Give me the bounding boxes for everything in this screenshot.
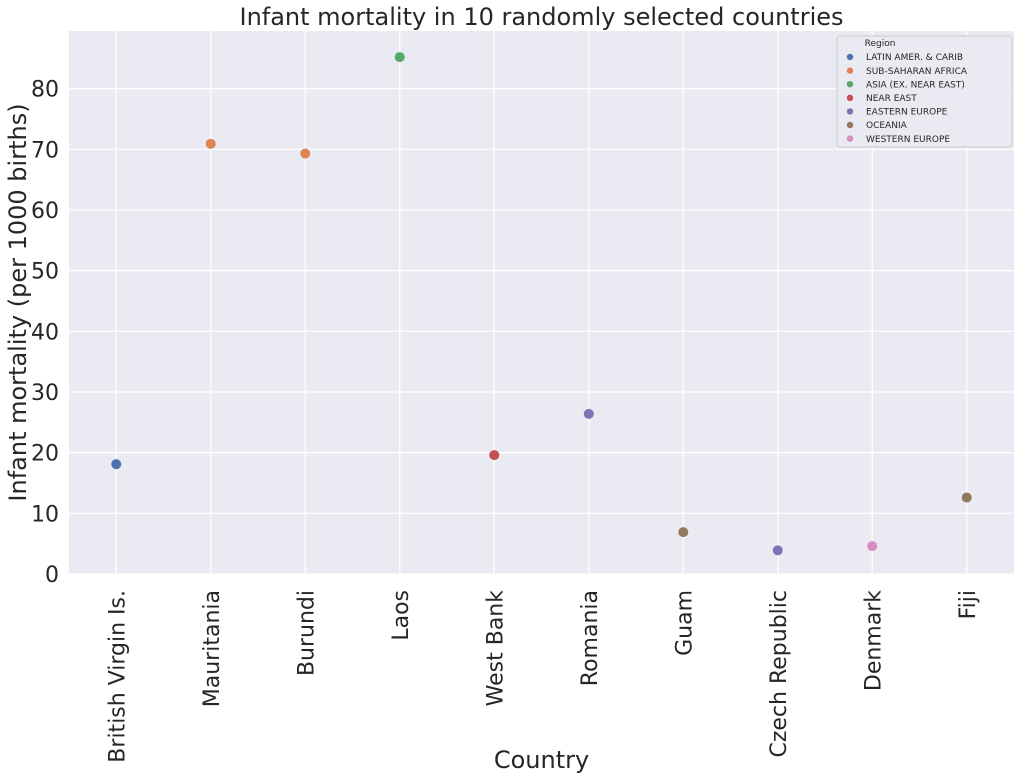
- data-point: [394, 52, 405, 63]
- data-points: [111, 52, 972, 556]
- y-tick-label: 70: [31, 138, 59, 163]
- x-tick-label: Denmark: [861, 590, 886, 691]
- x-tick-label: Burundi: [294, 590, 319, 676]
- legend-marker: [846, 67, 854, 74]
- y-tick-labels: 0 10 20 30 40 50 60 70 80: [31, 78, 59, 588]
- legend-marker: [846, 108, 854, 115]
- x-tick-label: West Bank: [483, 590, 508, 707]
- data-point: [678, 527, 689, 538]
- legend-entries: LATIN AMER. & CARIB SUB-SAHARAN AFRICA ASI…: [846, 53, 968, 145]
- data-point: [961, 492, 972, 503]
- legend-title: Region: [865, 39, 896, 49]
- grid-lines: [69, 31, 1014, 575]
- data-point: [489, 450, 500, 461]
- y-tick-label: 0: [45, 563, 59, 588]
- y-axis-label: Infant mortality (per 1000 births): [4, 103, 32, 501]
- chart-title: Infant mortality in 10 randomly selected…: [239, 3, 843, 31]
- legend-label: SUB-SAHARAN AFRICA: [866, 67, 968, 77]
- x-tick-label: Mauritania: [200, 590, 225, 707]
- y-tick-label: 10: [31, 502, 59, 527]
- legend-label: EASTERN EUROPE: [866, 108, 948, 118]
- data-point: [772, 545, 783, 556]
- legend-label: NEAR EAST: [866, 94, 917, 104]
- x-tick-label: Czech Republic: [767, 590, 792, 758]
- legend-marker: [846, 135, 854, 142]
- y-tick-label: 50: [31, 260, 59, 285]
- x-axis-label: Country: [494, 746, 589, 774]
- legend-label: LATIN AMER. & CARIB: [866, 53, 963, 63]
- x-tick-label: Guam: [672, 590, 697, 656]
- legend-label: ASIA (EX. NEAR EAST): [866, 80, 965, 90]
- legend: Region LATIN AMER. & CARIB SUB-SAHARAN AF…: [836, 35, 1013, 148]
- x-tick-label: Romania: [578, 590, 603, 686]
- y-tick-label: 20: [31, 442, 59, 467]
- legend-frame: [836, 35, 1013, 148]
- data-point: [583, 408, 594, 419]
- x-tick-label: Laos: [389, 590, 414, 641]
- data-point: [205, 138, 216, 149]
- data-point: [300, 148, 311, 159]
- data-point: [111, 459, 122, 470]
- legend-label: WESTERN EUROPE: [866, 135, 950, 145]
- x-tick-label: Fiji: [956, 590, 981, 619]
- legend-label: OCEANIA: [866, 121, 908, 131]
- x-tick-labels: British Virgin Is. Mauritania Burundi Laos W…: [105, 590, 981, 763]
- x-tick-label: British Virgin Is.: [105, 590, 130, 763]
- data-point: [867, 541, 878, 552]
- legend-marker: [846, 121, 854, 129]
- y-tick-label: 60: [31, 199, 59, 224]
- y-tick-label: 30: [31, 381, 59, 406]
- legend-marker: [846, 81, 854, 88]
- y-tick-label: 80: [31, 78, 59, 103]
- y-tick-label: 40: [31, 320, 59, 345]
- legend-marker: [846, 94, 854, 102]
- legend-marker: [846, 53, 854, 61]
